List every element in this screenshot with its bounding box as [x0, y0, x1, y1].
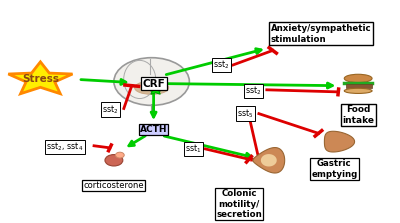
Text: corticosterone: corticosterone: [84, 181, 144, 190]
Text: sst$_1$: sst$_1$: [185, 143, 202, 155]
Text: Food
intake: Food intake: [342, 105, 374, 125]
Text: Gastric
emptying: Gastric emptying: [311, 159, 358, 179]
Ellipse shape: [114, 58, 189, 105]
Text: CRF: CRF: [142, 78, 165, 89]
Text: Stress: Stress: [22, 74, 59, 85]
Text: Colonic
motility/
secretion: Colonic motility/ secretion: [216, 189, 262, 219]
Text: sst$_2$, sst$_4$: sst$_2$, sst$_4$: [46, 140, 84, 153]
Polygon shape: [253, 148, 285, 173]
Text: Anxiety/sympathetic
stimulation: Anxiety/sympathetic stimulation: [271, 24, 372, 43]
Polygon shape: [8, 62, 72, 94]
Polygon shape: [324, 131, 354, 152]
Text: sst$_2$: sst$_2$: [102, 103, 118, 116]
Ellipse shape: [344, 74, 372, 83]
Polygon shape: [261, 154, 277, 167]
Text: ACTH: ACTH: [140, 125, 167, 134]
Ellipse shape: [135, 81, 169, 94]
FancyBboxPatch shape: [346, 84, 372, 88]
Text: sst$_2$: sst$_2$: [213, 59, 230, 71]
Text: sst$_5$: sst$_5$: [237, 107, 254, 120]
Text: sst$_2$: sst$_2$: [245, 85, 262, 97]
Ellipse shape: [116, 152, 124, 158]
Polygon shape: [148, 87, 163, 94]
Ellipse shape: [105, 155, 123, 166]
Ellipse shape: [344, 88, 372, 93]
